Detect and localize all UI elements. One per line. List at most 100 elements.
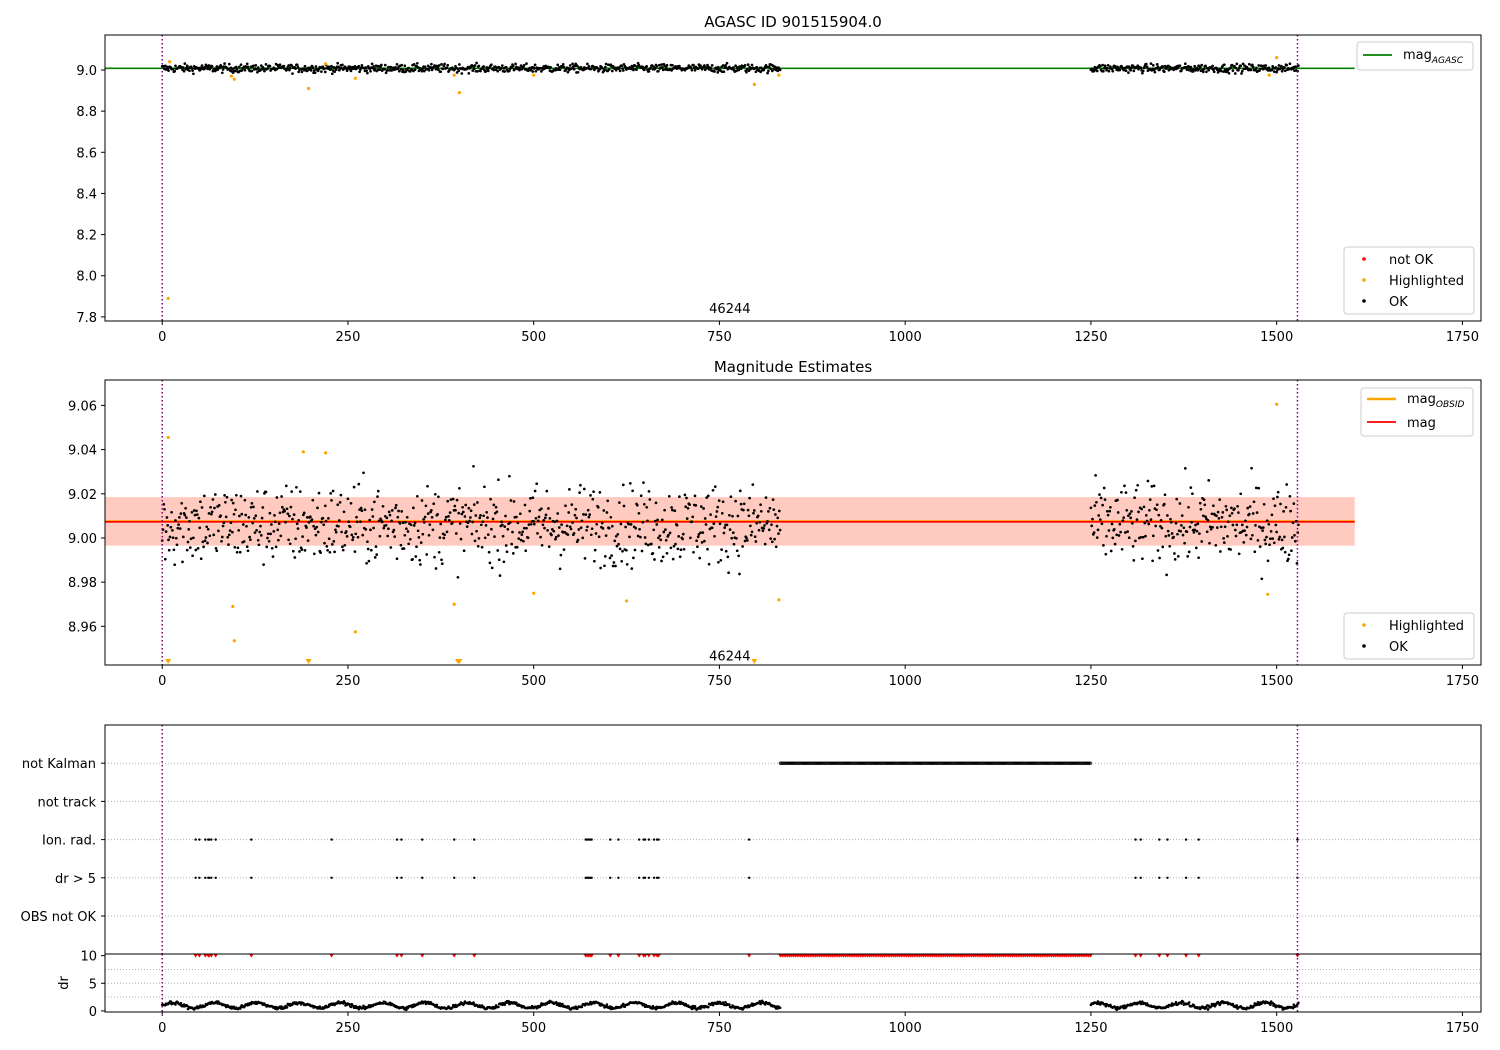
dr-point [561, 1002, 564, 1006]
flag-point-not-kalman [1029, 761, 1034, 765]
flag-point-not-kalman [987, 761, 991, 765]
data-point-ok [445, 530, 449, 534]
data-point-ok [233, 545, 237, 549]
data-point-ok [729, 495, 733, 499]
data-point-ok [556, 512, 560, 515]
data-point-ok [404, 70, 407, 74]
data-point-ok [278, 63, 282, 67]
x-tick-label: 1500 [1260, 330, 1293, 345]
data-point-ok [594, 532, 598, 535]
data-point-ok [309, 515, 312, 519]
flag-point-not-kalman [828, 761, 833, 765]
data-point-ok [600, 66, 604, 70]
flag-category-label: dr > 5 [55, 872, 96, 887]
data-point-ok [1118, 68, 1122, 72]
data-point-ok [776, 516, 780, 520]
data-point-ok [1264, 64, 1268, 67]
data-point-ok [672, 544, 676, 548]
data-point-ok [1257, 64, 1261, 67]
data-point-ok [1251, 63, 1254, 67]
data-point-ok [339, 493, 343, 497]
data-point-ok [323, 70, 327, 74]
data-point-ok [238, 65, 241, 69]
data-point-ok [689, 536, 692, 540]
data-point-ok [1130, 521, 1134, 525]
data-point-ok [1194, 523, 1197, 527]
data-point-ok [384, 523, 388, 527]
flag-point-dr [214, 876, 217, 879]
dr-clipped-point [248, 953, 254, 958]
data-point-ok [226, 535, 230, 539]
legend-marker [1362, 278, 1366, 282]
data-point-ok [433, 492, 437, 496]
data-point-ok [1166, 529, 1170, 533]
data-point-ok [264, 490, 268, 494]
flag-point-dr [453, 876, 456, 879]
dr-point [693, 1004, 697, 1008]
data-point-ok [364, 66, 368, 69]
dr-point [238, 1007, 242, 1010]
data-point-ok [357, 482, 361, 486]
data-point-ok [400, 510, 404, 513]
data-point-ok [402, 547, 406, 550]
data-point-ok [479, 69, 482, 73]
data-point-ok [618, 501, 621, 504]
data-point-ok [192, 509, 196, 512]
dr-clipped-point [451, 953, 457, 958]
data-point-ok [712, 522, 716, 526]
y-tick-label: 5 [89, 977, 97, 992]
data-point-ok [717, 499, 721, 502]
data-point-ok [518, 512, 522, 516]
data-point-ok [699, 505, 703, 508]
data-point-ok [170, 510, 173, 514]
data-point-ok [534, 69, 538, 73]
data-point-ok [1218, 498, 1222, 501]
data-point-ok [608, 556, 612, 560]
data-point-ok [263, 69, 266, 73]
dr-clipped-point [1196, 953, 1202, 958]
data-point-highlighted [532, 591, 536, 595]
flag-point-not-kalman [983, 761, 987, 765]
data-point-ok [543, 526, 546, 530]
data-point-ok [185, 64, 189, 68]
data-point-ok [366, 540, 369, 544]
data-point-ok [291, 517, 294, 521]
dr-point [174, 1003, 177, 1006]
data-point-ok [167, 548, 171, 552]
data-point-ok [1202, 67, 1206, 71]
data-point-ok [652, 528, 656, 532]
data-point-ok [363, 508, 367, 512]
flag-point-not-kalman [1088, 761, 1092, 765]
data-point-ok [1115, 533, 1119, 537]
flag-point-ion-rad [638, 838, 641, 841]
data-point-ok [297, 70, 301, 74]
flag-point-dr [638, 876, 641, 879]
data-point-ok [277, 522, 281, 525]
data-point-ok [287, 64, 290, 67]
flag-point-not-kalman [984, 761, 988, 765]
data-point-ok [272, 530, 276, 533]
data-point-ok [757, 528, 761, 532]
data-point-ok [378, 534, 382, 538]
data-point-ok [1101, 63, 1104, 67]
data-point-ok [1151, 64, 1155, 67]
data-point-ok [511, 552, 515, 555]
x-tick-label: 1500 [1260, 1021, 1293, 1036]
data-point-ok [1202, 498, 1206, 502]
data-point-ok [256, 66, 260, 69]
data-point-ok [217, 504, 221, 507]
data-point-ok [251, 521, 255, 525]
data-point-ok [345, 535, 349, 538]
data-point-ok [234, 65, 238, 69]
flag-point-not-kalman [978, 761, 982, 765]
data-point-ok [353, 550, 357, 553]
flag-point-not-kalman [1083, 761, 1088, 765]
data-point-ok [532, 67, 536, 70]
data-point-ok [422, 521, 426, 524]
data-point-ok [737, 554, 741, 558]
data-point-ok [1142, 505, 1146, 509]
y-tick-label: 8.0 [76, 270, 97, 285]
data-point-ok [754, 540, 758, 543]
data-point-ok [529, 522, 533, 526]
data-point-ok [658, 534, 662, 538]
